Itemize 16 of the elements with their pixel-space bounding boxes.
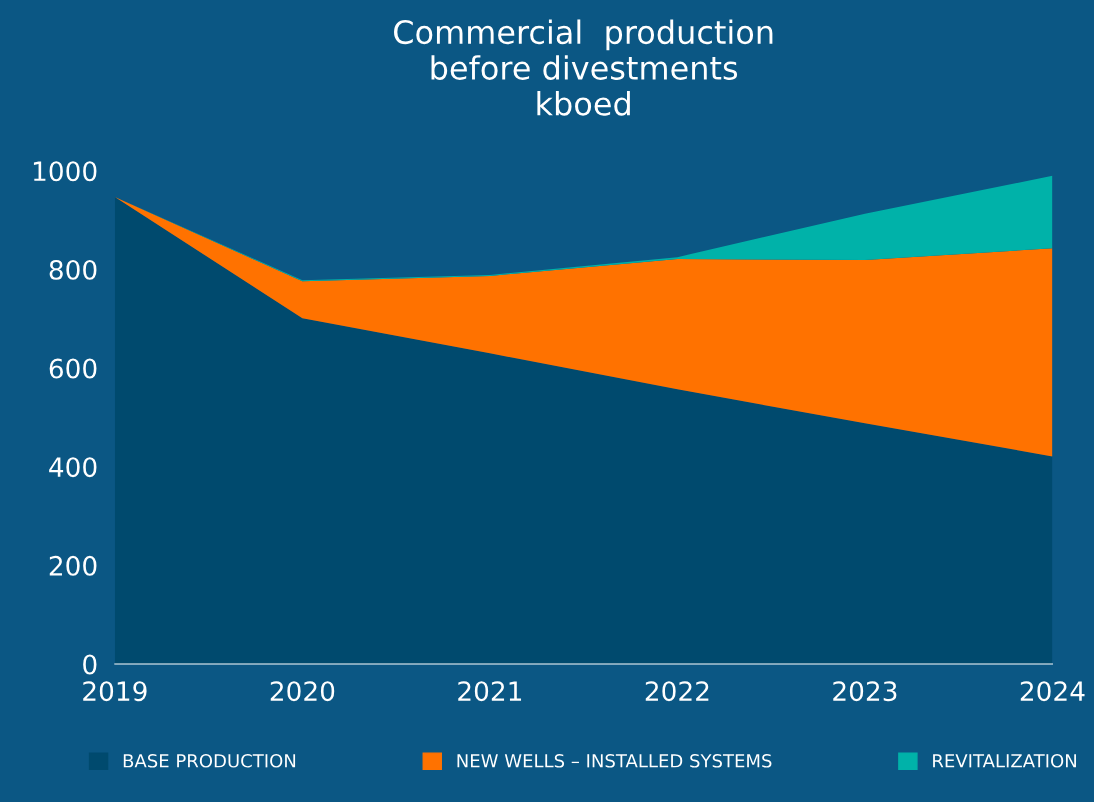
y-tick-label: 0 — [83, 654, 97, 675]
y-tick-label: 1000 — [33, 161, 97, 182]
y-tick-label: 400 — [49, 457, 97, 478]
y-tick-label: 600 — [49, 358, 97, 379]
x-tick-label: 2024 — [1020, 681, 1085, 702]
x-tick-label: 2022 — [645, 681, 709, 702]
x-tick-label: 2020 — [270, 681, 335, 702]
legend-label: REVITALIZATION — [933, 753, 1076, 768]
y-tick-label: 200 — [49, 555, 97, 576]
y-tick-label: 800 — [49, 259, 97, 280]
x-tick-label: 2023 — [833, 681, 897, 702]
x-tick-label: 2019 — [83, 681, 147, 702]
x-tick-label: 2021 — [458, 681, 522, 702]
legend-label: BASE PRODUCTION — [123, 753, 296, 768]
chart-title: Commercial production before divestments kboed — [394, 19, 773, 116]
legend-label: NEW WELLS – INSTALLED SYSTEMS — [457, 753, 772, 768]
